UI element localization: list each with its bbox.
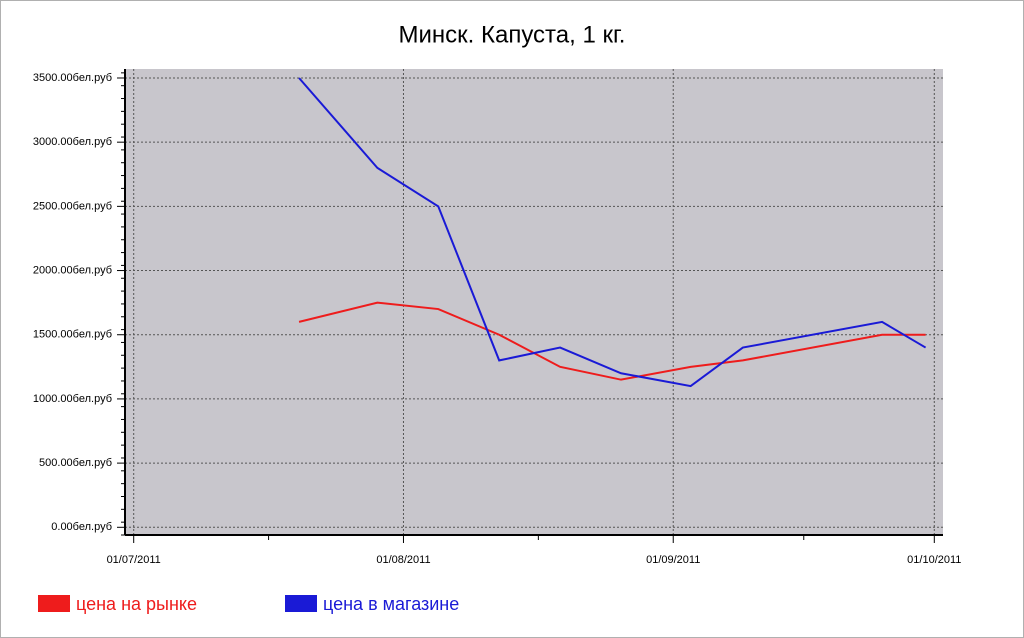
y-tick-label: 2000.00бел.руб xyxy=(33,264,112,276)
series-line xyxy=(298,301,926,381)
y-tick-label: 500.00бел.руб xyxy=(39,457,112,469)
y-tick-label: 2500.00бел.руб xyxy=(33,200,112,212)
y-tick-label: 1500.00бел.руб xyxy=(33,329,112,341)
plot-area xyxy=(125,69,943,535)
x-tick-label: 01/10/2011 xyxy=(907,554,961,566)
y-tick-label: 3500.00бел.руб xyxy=(33,72,112,84)
x-tick-label: 01/07/2011 xyxy=(107,554,161,566)
x-tick-label: 01/09/2011 xyxy=(646,554,700,566)
legend-label: цена в магазине xyxy=(323,594,459,614)
legend-label: цена на рынке xyxy=(76,594,197,614)
chart-title: Минск. Капуста, 1 кг. xyxy=(399,21,626,48)
legend-swatch xyxy=(285,595,317,612)
y-tick-label: 3000.00бел.руб xyxy=(33,136,112,148)
y-tick-label: 0.00бел.руб xyxy=(51,521,112,533)
y-tick-label: 1000.00бел.руб xyxy=(33,393,112,405)
legend-swatch xyxy=(38,595,70,612)
series-line xyxy=(298,77,927,388)
x-tick-label: 01/08/2011 xyxy=(376,554,430,566)
